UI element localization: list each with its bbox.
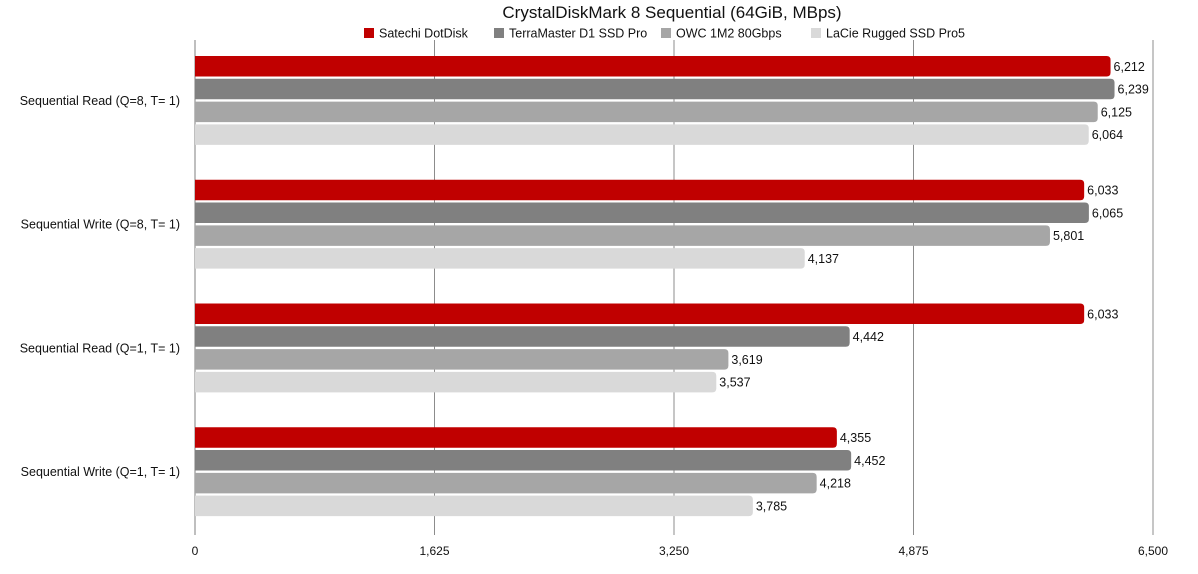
legend-label: LaCie Rugged SSD Pro5 [826, 27, 965, 41]
data-label: 4,137 [808, 252, 839, 266]
bar [195, 472, 817, 494]
x-tick-label: 0 [192, 544, 199, 558]
bar [195, 225, 1050, 246]
data-label: 6,033 [1087, 307, 1118, 321]
bar [195, 202, 1089, 224]
x-tick-label: 1,625 [419, 544, 449, 558]
bar [195, 495, 753, 517]
x-tick-label: 6,500 [1138, 544, 1168, 558]
x-tick-label: 4,875 [898, 544, 928, 558]
legend-label: TerraMaster D1 SSD Pro [509, 27, 647, 41]
data-label: 3,619 [731, 353, 762, 367]
bar [195, 248, 805, 269]
bar [195, 349, 729, 370]
legend-swatch [811, 28, 821, 38]
legend-swatch [364, 28, 374, 38]
legend-swatch [661, 28, 671, 38]
data-label: 4,355 [840, 431, 871, 445]
data-label: 6,212 [1114, 60, 1145, 74]
data-label: 6,239 [1118, 83, 1149, 97]
bar-group: 6,033 4,442 3,619 3,537 [195, 303, 1119, 393]
data-label: 4,442 [853, 330, 884, 344]
chart-title: CrystalDiskMark 8 Sequential (64GiB, MBp… [502, 3, 841, 22]
bar-group: 6,033 6,065 5,801 4,137 [195, 179, 1123, 269]
legend-swatch [494, 28, 504, 38]
data-label: 4,218 [820, 477, 851, 491]
bar [195, 179, 1085, 201]
category-label: Sequential Read (Q=1, T= 1) [20, 341, 180, 355]
data-label: 6,064 [1092, 128, 1123, 142]
x-axis-ticks: 0 1,625 3,250 4,875 6,500 [192, 544, 1169, 558]
x-tick-label: 3,250 [659, 544, 689, 558]
legend-item: OWC 1M2 80Gbps [661, 27, 782, 41]
bar [195, 56, 1111, 77]
category-label: Sequential Write (Q=1, T= 1) [21, 465, 180, 479]
data-label: 3,785 [756, 499, 787, 513]
bar [195, 78, 1115, 100]
bar [195, 450, 852, 471]
data-label: 6,065 [1092, 206, 1123, 220]
legend: Satechi DotDisk TerraMaster D1 SSD Pro OWC… [364, 27, 965, 41]
data-label: 6,125 [1101, 105, 1132, 119]
bars: 6,212 6,239 6,125 6,064 6,033 6,065 5,801 4,137… [195, 56, 1149, 517]
legend-label: OWC 1M2 80Gbps [676, 27, 782, 41]
legend-item: Satechi DotDisk [364, 27, 469, 41]
bar-group: 6,212 6,239 6,125 6,064 [195, 56, 1149, 145]
bar [195, 124, 1089, 145]
data-label: 6,033 [1087, 184, 1118, 198]
category-label: Sequential Write (Q=8, T= 1) [21, 218, 180, 232]
legend-label: Satechi DotDisk [379, 27, 469, 41]
legend-item: LaCie Rugged SSD Pro5 [811, 27, 965, 41]
data-label: 3,537 [719, 376, 750, 390]
category-label: Sequential Read (Q=8, T= 1) [20, 94, 180, 108]
data-label: 4,452 [854, 454, 885, 468]
bar [195, 101, 1098, 123]
bar [195, 427, 837, 448]
data-label: 5,801 [1053, 229, 1084, 243]
legend-item: TerraMaster D1 SSD Pro [494, 27, 647, 41]
category-labels: Sequential Read (Q=8, T= 1) Sequential Wr… [20, 94, 180, 479]
bar [195, 303, 1085, 324]
bar [195, 326, 850, 347]
bar [195, 371, 717, 393]
